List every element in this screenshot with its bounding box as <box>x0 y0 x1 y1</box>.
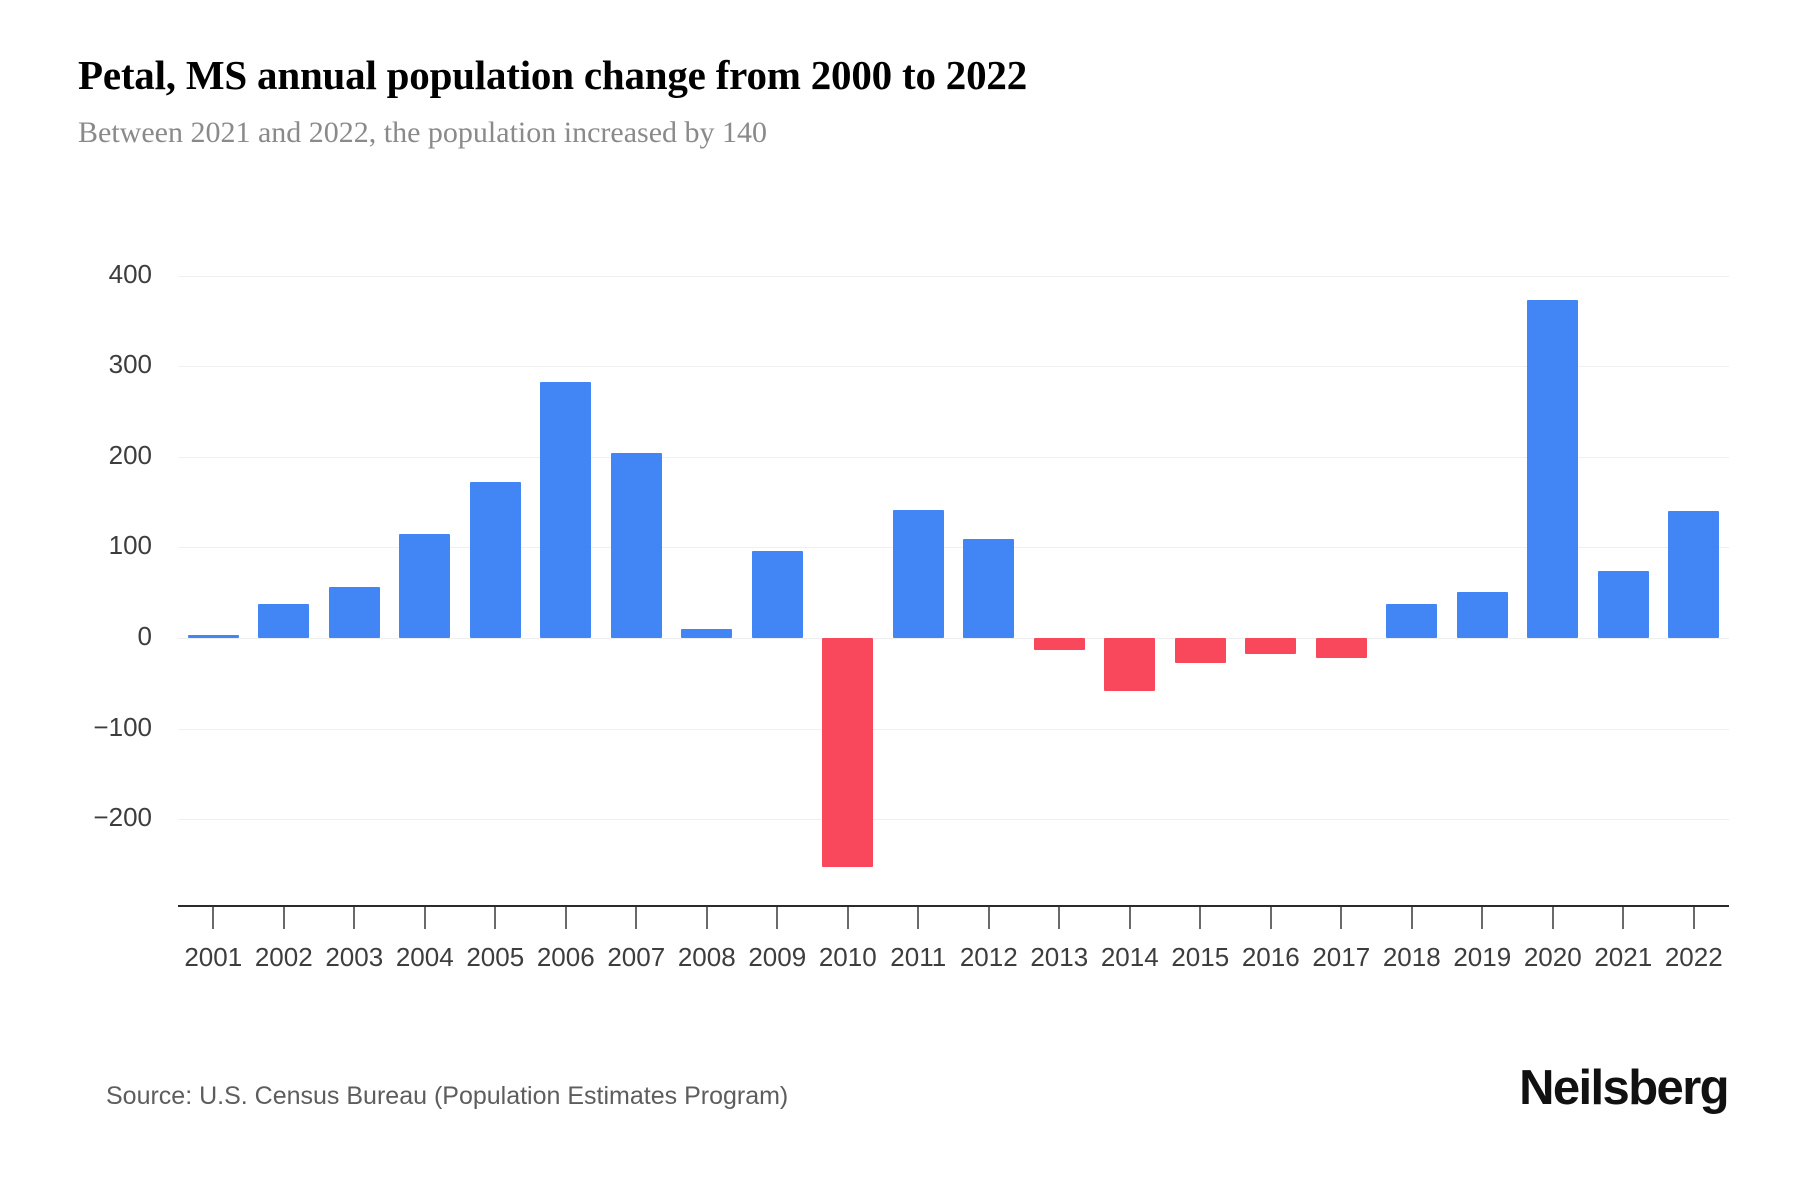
bar-series <box>178 0 1729 1200</box>
x-tick-label-2002: 2002 <box>254 942 313 972</box>
brand-logo: Neilsberg <box>1519 1061 1730 1115</box>
x-tick-label-2022: 2022 <box>1664 942 1723 972</box>
x-tick <box>282 907 285 929</box>
x-tick-label-2007: 2007 <box>607 942 666 972</box>
x-tick-label-2017: 2017 <box>1312 942 1371 972</box>
x-tick <box>1340 907 1343 929</box>
gridline-300 <box>178 366 1729 368</box>
x-tick-label-2011: 2011 <box>890 942 947 972</box>
y-tick-label: 300 <box>108 349 152 380</box>
bar-2020[interactable] <box>1527 300 1579 638</box>
x-tick <box>987 907 990 929</box>
x-tick <box>1481 907 1484 929</box>
bar-2008[interactable] <box>681 628 733 638</box>
x-tick <box>1622 907 1625 929</box>
x-tick <box>1410 907 1413 929</box>
bar-2014[interactable] <box>1104 638 1156 691</box>
gridline--100 <box>178 728 1729 730</box>
bar-2002[interactable] <box>258 603 310 638</box>
gridline-200 <box>178 456 1729 458</box>
x-tick-label-2006: 2006 <box>536 942 595 972</box>
x-tick-label-2019: 2019 <box>1453 942 1512 972</box>
bar-2009[interactable] <box>751 551 803 638</box>
x-tick <box>917 907 920 929</box>
x-tick <box>705 907 708 929</box>
x-tick-label-2005: 2005 <box>466 942 525 972</box>
x-tick <box>1551 907 1554 929</box>
y-tick-label: −100 <box>93 711 152 742</box>
bar-2013[interactable] <box>1033 638 1085 650</box>
bar-2015[interactable] <box>1174 638 1226 664</box>
x-tick <box>776 907 779 929</box>
x-tick <box>423 907 426 929</box>
bar-2011[interactable] <box>892 510 944 638</box>
x-tick-label-2018: 2018 <box>1382 942 1441 972</box>
bar-2012[interactable] <box>963 539 1015 638</box>
x-tick <box>494 907 497 929</box>
gridline--200 <box>178 819 1729 821</box>
bar-2005[interactable] <box>469 482 521 638</box>
bar-2017[interactable] <box>1315 638 1367 658</box>
source-note: Source: U.S. Census Bureau (Population E… <box>106 1082 789 1110</box>
bar-2003[interactable] <box>328 587 380 638</box>
x-tick-label-2021: 2021 <box>1594 942 1653 972</box>
bar-2006[interactable] <box>540 381 592 638</box>
x-axis-line <box>178 905 1729 907</box>
x-tick-label-2008: 2008 <box>677 942 736 972</box>
y-tick-label: 400 <box>108 258 152 289</box>
chart-header: Petal, MS annual population change from … <box>78 50 1678 152</box>
bar-2022[interactable] <box>1668 511 1720 638</box>
gridline-0 <box>178 638 1729 639</box>
chart-subtitle: Between 2021 and 2022, the population in… <box>78 116 768 149</box>
x-tick <box>1269 907 1272 929</box>
x-tick <box>635 907 638 929</box>
gridline-400 <box>178 275 1729 277</box>
x-tick <box>212 907 215 929</box>
x-tick <box>1692 907 1695 929</box>
bar-2018[interactable] <box>1386 604 1438 638</box>
x-tick-label-2009: 2009 <box>748 942 807 972</box>
bar-2021[interactable] <box>1597 570 1649 638</box>
x-tick-label-2010: 2010 <box>818 942 877 972</box>
bar-2004[interactable] <box>399 533 451 638</box>
bar-2010[interactable] <box>822 638 874 868</box>
bar-2001[interactable] <box>187 635 239 638</box>
x-tick-label-2013: 2013 <box>1030 942 1089 972</box>
x-tick-label-2004: 2004 <box>395 942 454 972</box>
x-tick-label-2016: 2016 <box>1241 942 1300 972</box>
y-tick-label: 100 <box>108 530 152 561</box>
x-tick <box>1128 907 1131 929</box>
y-tick-label: 200 <box>108 439 152 470</box>
y-tick-label: 0 <box>137 621 152 651</box>
gridline-100 <box>178 547 1729 549</box>
x-tick <box>1058 907 1061 929</box>
x-tick <box>353 907 356 929</box>
x-tick-label-2001: 2001 <box>184 942 243 972</box>
x-tick <box>1199 907 1202 929</box>
x-tick <box>564 907 567 929</box>
bar-2019[interactable] <box>1456 591 1508 638</box>
x-tick-label-2014: 2014 <box>1100 942 1159 972</box>
x-tick-label-2012: 2012 <box>959 942 1018 972</box>
x-tick-label-2003: 2003 <box>325 942 384 972</box>
bar-2016[interactable] <box>1245 638 1297 655</box>
x-tick-label-2015: 2015 <box>1171 942 1230 972</box>
bar-2007[interactable] <box>610 453 662 638</box>
page-title: Petal, MS annual population change from … <box>78 52 1027 98</box>
x-tick <box>846 907 849 929</box>
x-tick-label-2020: 2020 <box>1523 942 1582 972</box>
y-tick-label: −200 <box>93 802 152 833</box>
